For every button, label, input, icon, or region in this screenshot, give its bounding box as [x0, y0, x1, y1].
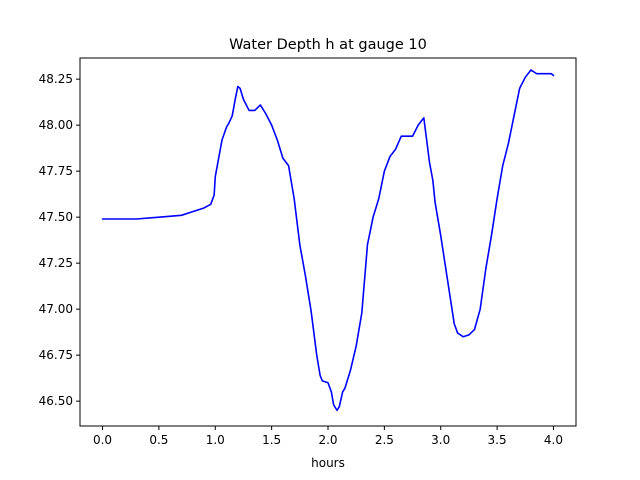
x-tick-label: 2.5 — [375, 433, 394, 447]
x-tick-label: 3.0 — [431, 433, 450, 447]
y-tick-label: 47.50 — [39, 210, 73, 224]
y-tick-label: 47.75 — [39, 164, 73, 178]
y-tick-label: 48.25 — [39, 72, 73, 86]
x-tick-label: 2.0 — [318, 433, 337, 447]
x-tick-label: 4.0 — [544, 433, 563, 447]
x-tick-label: 1.0 — [206, 433, 225, 447]
axis-ticks: 0.0 0.5 1.0 1.5 2.0 2.5 3.0 3.5 4.0 46.50 46.75 47.… — [39, 72, 563, 447]
x-tick-label: 3.5 — [488, 433, 507, 447]
y-tick-label: 47.25 — [39, 256, 73, 270]
y-tick-label: 47.00 — [39, 302, 73, 316]
y-tick-label: 48.00 — [39, 118, 73, 132]
y-tick-label: 46.50 — [39, 394, 73, 408]
series-line-0 — [101, 69, 555, 412]
x-tick-label: 1.5 — [262, 433, 281, 447]
y-tick-label: 46.75 — [39, 348, 73, 362]
x-tick-label: 0.5 — [149, 433, 168, 447]
x-tick-label: 0.0 — [93, 433, 112, 447]
x-axis-label: hours — [311, 456, 345, 470]
chart-title: Water Depth h at gauge 10 — [229, 37, 427, 53]
